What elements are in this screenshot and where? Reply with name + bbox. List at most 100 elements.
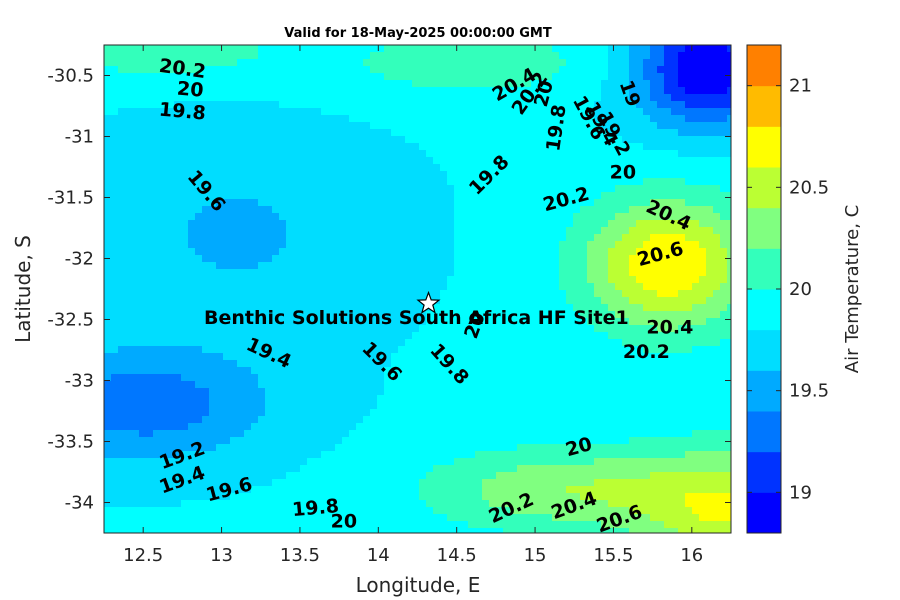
contour-fill-cell: [153, 311, 161, 319]
contour-fill-cell: [181, 66, 189, 74]
contour-fill-cell: [202, 311, 210, 319]
contour-fill-cell: [594, 409, 602, 417]
contour-fill-cell: [580, 66, 588, 74]
contour-fill-cell: [363, 360, 371, 368]
contour-fill-cell: [167, 115, 175, 123]
contour-fill-cell: [454, 52, 462, 60]
contour-fill-cell: [440, 45, 448, 53]
contour-fill-cell: [594, 220, 602, 228]
contour-fill-cell: [433, 283, 441, 291]
contour-fill-cell: [398, 73, 406, 81]
contour-fill-cell: [503, 171, 511, 179]
contour-fill-cell: [412, 213, 420, 221]
contour-fill-cell: [608, 164, 616, 172]
contour-fill-cell: [412, 150, 420, 158]
contour-fill-cell: [636, 59, 644, 67]
contour-fill-cell: [209, 269, 217, 277]
contour-fill-cell: [307, 395, 315, 403]
contour-fill-cell: [300, 360, 308, 368]
contour-fill-cell: [146, 353, 154, 361]
contour-fill-cell: [286, 52, 294, 60]
contour-fill-cell: [188, 395, 196, 403]
contour-fill-cell: [377, 262, 385, 270]
contour-fill-cell: [671, 339, 679, 347]
contour-fill-cell: [251, 108, 259, 116]
contour-fill-cell: [643, 66, 651, 74]
contour-fill-cell: [251, 213, 259, 221]
contour-fill-cell: [265, 346, 273, 354]
contour-fill-cell: [398, 80, 406, 88]
contour-fill-cell: [713, 374, 721, 382]
contour-fill-cell: [265, 157, 273, 165]
contour-fill-cell: [720, 346, 728, 354]
contour-fill-cell: [482, 220, 490, 228]
contour-fill-cell: [216, 339, 224, 347]
contour-fill-cell: [349, 101, 357, 109]
contour-fill-cell: [335, 52, 343, 60]
contour-fill-cell: [237, 311, 245, 319]
contour-fill-cell: [426, 171, 434, 179]
contour-fill-cell: [468, 108, 476, 116]
contour-fill-cell: [426, 255, 434, 263]
contour-fill-cell: [223, 101, 231, 109]
contour-fill-cell: [636, 409, 644, 417]
contour-fill-cell: [391, 227, 399, 235]
contour-fill-cell: [321, 206, 329, 214]
contour-fill-cell: [244, 234, 252, 242]
contour-fill-cell: [272, 360, 280, 368]
contour-fill-cell: [300, 332, 308, 340]
contour-fill-cell: [454, 220, 462, 228]
contour-fill-cell: [475, 157, 483, 165]
contour-fill-cell: [356, 311, 364, 319]
contour-fill-cell: [629, 178, 637, 186]
contour-fill-cell: [433, 66, 441, 74]
contour-fill-cell: [104, 423, 112, 431]
contour-fill-cell: [244, 192, 252, 200]
contour-fill-cell: [272, 87, 280, 95]
contour-fill-cell: [510, 409, 518, 417]
contour-fill-cell: [202, 80, 210, 88]
contour-fill-cell: [384, 129, 392, 137]
contour-fill-cell: [643, 381, 651, 389]
contour-fill-cell: [377, 409, 385, 417]
contour-fill-cell: [475, 164, 483, 172]
contour-fill-cell: [412, 143, 420, 151]
contour-fill-cell: [552, 402, 560, 410]
contour-fill-cell: [272, 136, 280, 144]
contour-fill-cell: [720, 269, 728, 277]
contour-fill-cell: [216, 129, 224, 137]
contour-fill-cell: [650, 255, 658, 263]
contour-fill-cell: [699, 402, 707, 410]
contour-fill-cell: [321, 339, 329, 347]
contour-fill-cell: [349, 199, 357, 207]
contour-fill-cell: [713, 388, 721, 396]
contour-fill-cell: [629, 80, 637, 88]
contour-fill-cell: [426, 416, 434, 424]
contour-fill-cell: [643, 409, 651, 417]
contour-fill-cell: [503, 66, 511, 74]
contour-fill-cell: [685, 45, 693, 53]
contour-fill-cell: [279, 241, 287, 249]
contour-fill-cell: [496, 255, 504, 263]
contour-fill-cell: [573, 66, 581, 74]
contour-fill-cell: [328, 255, 336, 263]
contour-fill-cell: [314, 304, 322, 312]
contour-fill-cell: [132, 402, 140, 410]
contour-fill-cell: [531, 353, 539, 361]
contour-fill-cell: [391, 318, 399, 326]
contour-fill-cell: [664, 115, 672, 123]
contour-fill-cell: [510, 339, 518, 347]
contour-fill-cell: [713, 325, 721, 333]
contour-fill-cell: [181, 423, 189, 431]
contour-fill-cell: [496, 395, 504, 403]
contour-fill-cell: [307, 241, 315, 249]
contour-fill-cell: [321, 367, 329, 375]
contour-fill-cell: [202, 59, 210, 67]
contour-fill-cell: [454, 339, 462, 347]
contour-fill-cell: [174, 136, 182, 144]
contour-fill-cell: [587, 206, 595, 214]
contour-fill-cell: [657, 290, 665, 298]
contour-fill-cell: [405, 52, 413, 60]
contour-fill-cell: [510, 220, 518, 228]
